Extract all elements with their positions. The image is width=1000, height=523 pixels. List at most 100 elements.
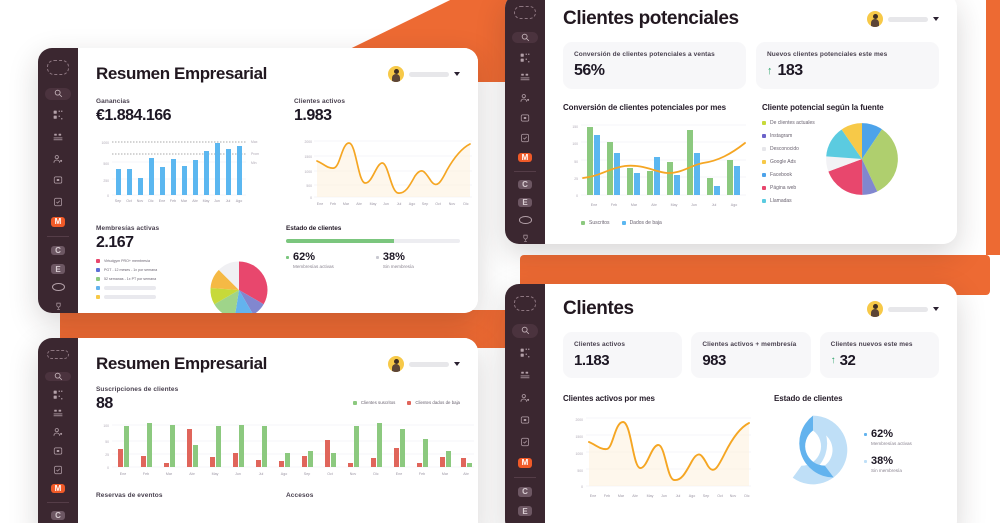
svg-text:50: 50 — [105, 440, 109, 444]
trophy-icon[interactable] — [512, 233, 538, 244]
payments-card-icon[interactable] — [45, 446, 71, 456]
memberships-pie-chart[interactable] — [208, 259, 270, 313]
payments-card-icon[interactable] — [512, 413, 538, 426]
svg-text:Feb: Feb — [170, 199, 176, 203]
stat-card-new-clients[interactable]: Clientes nuevos este mes ↑ 32 — [819, 332, 939, 378]
reports-grid-icon[interactable] — [45, 409, 71, 418]
circle-icon[interactable] — [51, 283, 65, 292]
search-icon[interactable] — [512, 324, 538, 338]
svg-text:2000: 2000 — [304, 140, 312, 144]
members-person-icon[interactable] — [45, 152, 71, 165]
module-e-badge[interactable]: E — [518, 506, 532, 517]
module-m-badge[interactable]: M — [51, 483, 65, 493]
module-m-badge[interactable]: M — [518, 457, 532, 469]
panel-clients: M C E Clientes Clientes activos 1.183 — [505, 284, 957, 523]
search-icon[interactable] — [45, 87, 71, 101]
module-c-badge[interactable]: C — [51, 511, 65, 520]
clients-stats-row: Clientes activos 1.183 Clientes activos … — [563, 332, 939, 378]
active-clients-line-chart[interactable]: 2000 1500 1000 500 0 Ene Feb Mar Abr May Jun — [294, 132, 474, 210]
trophy-icon[interactable] — [45, 300, 71, 313]
payments-card-icon[interactable] — [45, 174, 71, 187]
user-menu[interactable] — [388, 356, 460, 372]
user-menu[interactable] — [867, 301, 939, 317]
app-logo[interactable] — [514, 6, 536, 20]
username-placeholder — [409, 71, 449, 77]
user-menu[interactable] — [388, 66, 460, 82]
svg-text:Feb: Feb — [604, 494, 610, 498]
svg-text:Mar: Mar — [181, 199, 188, 203]
avatar — [867, 301, 883, 317]
svg-text:Jul: Jul — [226, 199, 231, 203]
svg-text:Ago: Ago — [236, 199, 242, 203]
dashboard-grid-icon[interactable] — [512, 52, 538, 63]
circle-icon[interactable] — [518, 216, 532, 224]
active-clients-label: Clientes activos — [294, 98, 346, 105]
chevron-down-icon[interactable] — [933, 17, 939, 21]
tasks-checklist-icon[interactable] — [45, 465, 71, 475]
module-c-badge[interactable]: C — [51, 245, 65, 256]
svg-text:Mar: Mar — [631, 203, 638, 207]
client-status-donut[interactable] — [774, 411, 852, 489]
module-c-badge[interactable]: C — [518, 486, 532, 498]
reports-grid-icon[interactable] — [512, 369, 538, 382]
stat-card-conversion[interactable]: Conversión de clientes potenciales a ven… — [563, 42, 746, 89]
dashboard-grid-icon[interactable] — [512, 347, 538, 360]
members-person-icon[interactable] — [45, 427, 71, 437]
svg-text:Abr: Abr — [356, 202, 362, 206]
tasks-checklist-icon[interactable] — [512, 436, 538, 449]
trend-up-icon: ↑ — [830, 355, 836, 366]
dashboard-grid-icon[interactable] — [45, 109, 71, 122]
reports-grid-icon[interactable] — [512, 72, 538, 83]
reports-grid-icon[interactable] — [45, 131, 71, 144]
payments-card-icon[interactable] — [512, 113, 538, 124]
legend-item: Google Ads — [762, 159, 815, 165]
svg-text:Abr: Abr — [463, 472, 469, 476]
lead-source-pie[interactable] — [823, 120, 901, 198]
module-e-badge[interactable]: E — [518, 198, 532, 208]
svg-text:Sep: Sep — [703, 494, 709, 498]
app-logo[interactable] — [514, 296, 536, 312]
dashboard-grid-icon[interactable] — [45, 390, 71, 400]
chevron-down-icon[interactable] — [454, 362, 460, 366]
active-clients-line-chart[interactable]: 2000 1500 1000 500 0 Ene Feb Mar Abr May Jun — [563, 409, 753, 501]
svg-text:Ago: Ago — [689, 494, 695, 498]
client-status-block: Estado de clientes 62% Membresías activa… — [286, 225, 460, 313]
stat-card-new-leads[interactable]: Nuevos clientes potenciales este mes ↑ 1… — [756, 42, 939, 89]
search-icon[interactable] — [512, 32, 538, 44]
members-person-icon[interactable] — [512, 92, 538, 103]
active-clients-value: 1.983 — [294, 107, 332, 124]
chevron-down-icon[interactable] — [454, 72, 460, 76]
chevron-down-icon[interactable] — [933, 307, 939, 311]
earnings-bar-chart[interactable]: 1000 500 250 0 — [96, 132, 278, 210]
app-logo[interactable] — [47, 60, 69, 75]
subscriptions-head: Suscripciones de clientes 88 Clientes su… — [96, 386, 460, 413]
tasks-checklist-icon[interactable] — [512, 133, 538, 144]
stat-label: Clientes activos — [574, 341, 626, 348]
svg-text:150: 150 — [572, 125, 578, 129]
tasks-checklist-icon[interactable] — [45, 195, 71, 208]
stat-card-active-clients[interactable]: Clientes activos 1.183 — [563, 332, 683, 378]
leads-header: Clientes potenciales — [563, 8, 939, 30]
module-m-badge[interactable]: M — [51, 217, 65, 227]
business-row-1: Ganancias €1.884.166 1000 500 250 0 — [96, 98, 472, 215]
orange-shape-edge — [986, 0, 1000, 255]
page-title: Resumen Empresarial — [96, 64, 267, 83]
svg-text:May: May — [647, 494, 654, 498]
app-logo[interactable] — [47, 350, 69, 359]
module-m-badge[interactable]: M — [518, 152, 532, 162]
conversion-bar-chart[interactable]: 150 100 50 25 0 — [563, 118, 748, 213]
search-icon[interactable] — [45, 371, 71, 381]
svg-text:Max: Max — [251, 140, 258, 144]
module-e-badge[interactable]: E — [51, 264, 65, 275]
page-title: Clientes potenciales — [563, 8, 739, 29]
module-c-badge[interactable]: C — [518, 180, 532, 190]
user-menu[interactable] — [867, 11, 939, 27]
members-person-icon[interactable] — [512, 391, 538, 404]
svg-text:Ene: Ene — [120, 472, 126, 476]
svg-text:Jul: Jul — [712, 203, 717, 207]
svg-text:Mar: Mar — [442, 472, 449, 476]
subscriptions-bar-chart[interactable]: 100 50 25 0 — [96, 419, 476, 481]
stat-card-active-with-membership[interactable]: Clientes activos + membresía 983 — [691, 332, 811, 378]
avatar — [867, 11, 883, 27]
panel-business-summary-bottom: M C E Resumen Empresarial Suscripciones … — [38, 338, 478, 523]
